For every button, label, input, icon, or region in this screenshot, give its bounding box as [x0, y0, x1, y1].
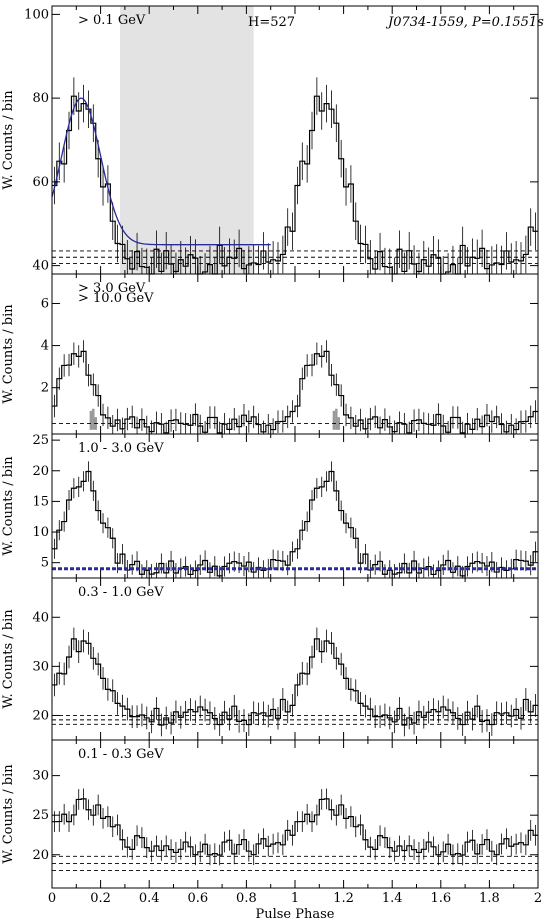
panel-1: 40 60 80 100 W. Counts / bin > 0.1 GeV H=527 J0…: [1, 5, 544, 275]
x-tick-label: 1.8: [479, 891, 500, 906]
y-tick-label: 40: [32, 610, 49, 625]
y-axis-label: W. Counts / bin: [1, 304, 16, 404]
x-tick-label: 0.6: [187, 891, 208, 906]
panel-3: 5 10 15 20 25 W. Counts / bin 1.0 - 3.0 GeV: [1, 433, 539, 579]
energy-band-label: > 3.0 GeV: [78, 281, 146, 296]
y-tick-label: 20: [32, 464, 49, 479]
high-energy-bar: [92, 408, 95, 430]
y-axis-label: W. Counts / bin: [1, 90, 16, 190]
panel-5: 20 25 30 W. Counts / bin 0.1 - 0.3 GeV: [1, 739, 539, 889]
y-tick-label: 15: [32, 494, 49, 509]
high-energy-bar: [335, 408, 338, 430]
energy-band-label: > 0.1 GeV: [78, 13, 146, 28]
y-tick-label: 20: [32, 708, 49, 723]
y-tick-label: 30: [32, 659, 49, 674]
panel-frame: [51, 739, 539, 889]
y-tick-label: 25: [32, 433, 49, 448]
y-tick-label: 25: [32, 808, 49, 823]
x-tick-label: 0: [48, 891, 56, 906]
panel-2: 2 4 6 W. Counts / bin > 3.0 GeV> 10.0 GeV: [1, 273, 539, 435]
y-tick-label: 100: [24, 7, 49, 22]
y-tick-label: 6: [41, 296, 49, 311]
h-test-annotation: H=527: [248, 15, 295, 30]
x-tick-label: 1.2: [333, 891, 354, 906]
histogram-line: [52, 350, 538, 434]
x-tick-label: 1.6: [430, 891, 451, 906]
pulsar-title: J0734-1559, P=0.1551s: [385, 15, 544, 30]
panel-4: 20 30 40 W. Counts / bin 0.3 - 1.0 GeV: [1, 577, 539, 741]
y-tick-label: 10: [32, 525, 49, 540]
y-tick-label: 60: [32, 175, 49, 190]
y-axis-label: W. Counts / bin: [1, 456, 16, 556]
energy-band-label: 0.3 - 1.0 GeV: [78, 585, 164, 600]
energy-band-label: 1.0 - 3.0 GeV: [78, 441, 164, 456]
x-tick-label: 0.8: [236, 891, 257, 906]
y-tick-label: 30: [32, 769, 49, 784]
y-tick-label: 4: [41, 339, 49, 354]
x-tick-label: 0.2: [90, 891, 111, 906]
y-tick-label: 5: [41, 556, 49, 571]
high-energy-bar: [337, 417, 340, 430]
x-axis-label: Pulse Phase: [255, 907, 334, 922]
x-tick-label: 1: [291, 891, 299, 906]
histogram-line: [52, 95, 538, 275]
y-tick-label: 40: [32, 259, 49, 274]
histogram-line: [52, 798, 538, 856]
y-tick-label: 20: [32, 848, 49, 863]
x-tick-label: 2: [534, 891, 542, 906]
energy-band-label: 0.1 - 0.3 GeV: [78, 747, 164, 762]
fit-curve: [51, 97, 271, 246]
x-tick-label: 0.4: [139, 891, 160, 906]
high-energy-bar: [332, 410, 336, 430]
y-tick-label: 80: [32, 91, 49, 106]
histogram-line: [52, 638, 538, 726]
y-axis-label: W. Counts / bin: [1, 764, 16, 864]
x-tick-label: 1.4: [382, 891, 403, 906]
y-tick-label: 2: [41, 381, 49, 396]
y-axis-label: W. Counts / bin: [1, 609, 16, 709]
high-energy-bar: [89, 410, 93, 430]
histogram-line: [52, 470, 538, 577]
high-energy-band-label: > 10.0 GeV: [78, 291, 154, 306]
off-pulse-shaded-region: [120, 6, 254, 274]
